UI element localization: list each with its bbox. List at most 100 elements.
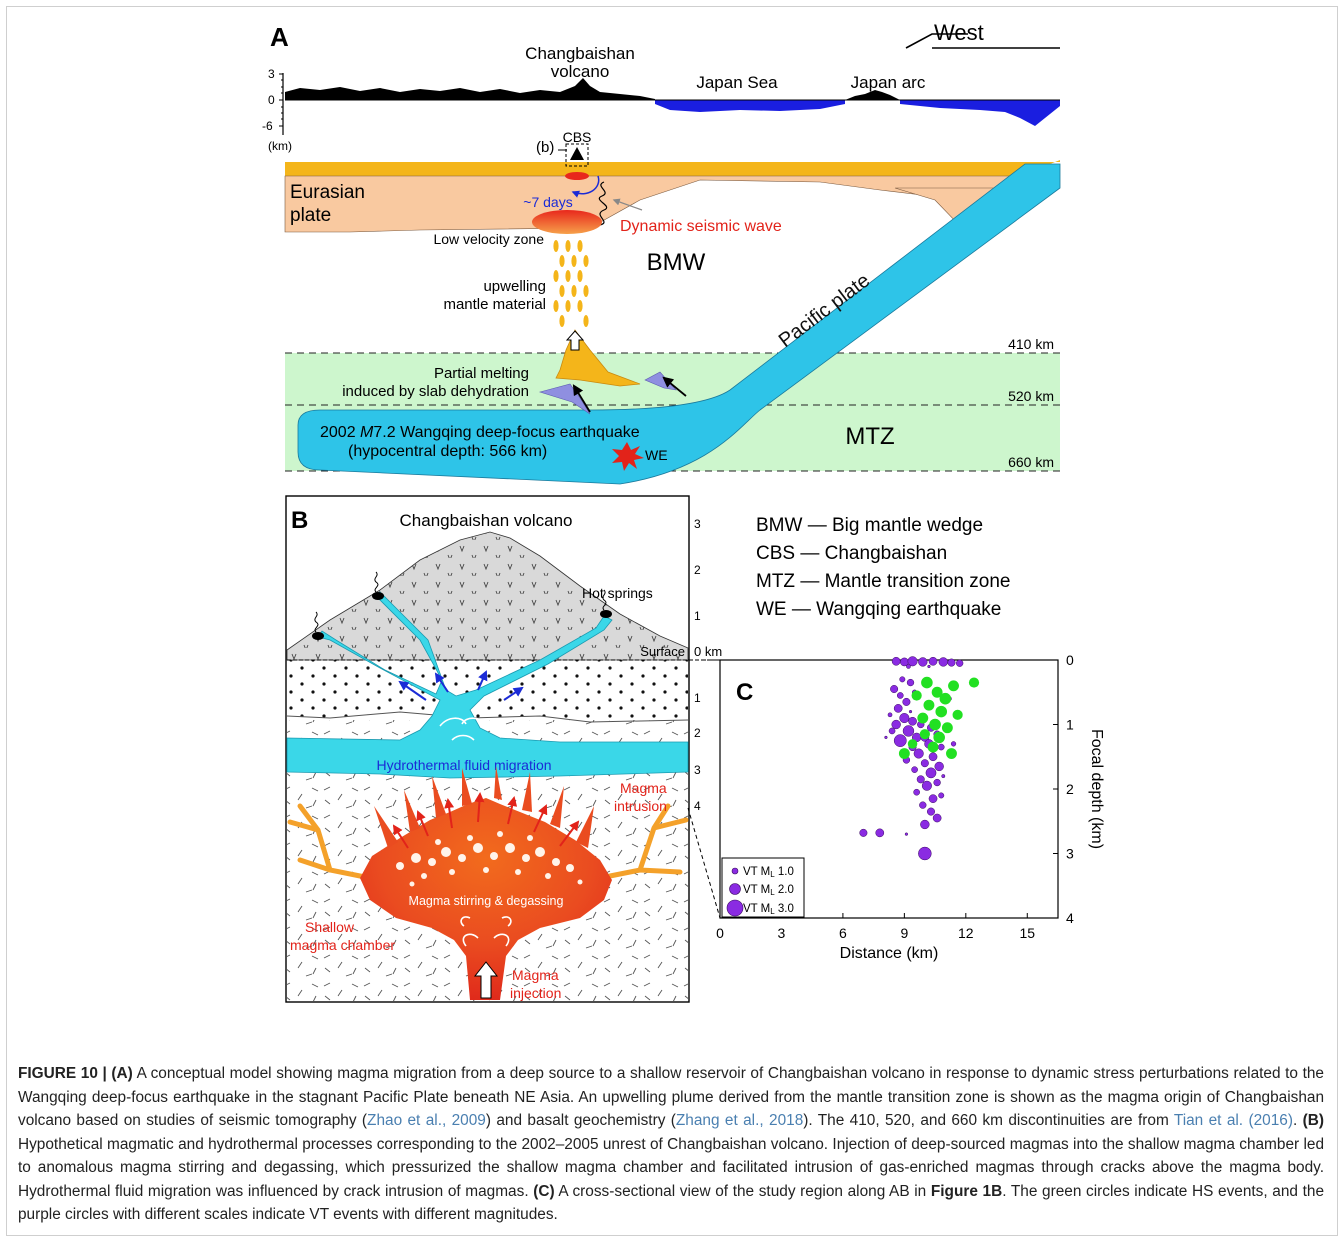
vt-event-point xyxy=(899,713,910,724)
figure-caption: FIGURE 10 | (A) A conceptual model showi… xyxy=(18,1062,1324,1227)
hs-event-point xyxy=(931,686,943,698)
caption-text-3: ). The 410, 520, and 660 km discontinuit… xyxy=(803,1112,1174,1129)
x-tick-label: 6 xyxy=(839,925,847,941)
dehydration-blob-1 xyxy=(538,383,591,415)
vt-event-point xyxy=(933,778,941,787)
vt-event-point xyxy=(950,741,957,747)
vt-event-point xyxy=(893,734,907,747)
vt-event-point xyxy=(956,659,964,667)
depth-axis-b: 3 2 1 1 2 3 4 xyxy=(694,517,701,813)
x-axis-title: Distance (km) xyxy=(840,945,939,962)
hs-event-point xyxy=(919,729,930,740)
dynamic-wave-label: Dynamic seismic wave xyxy=(620,218,782,235)
legend-vt1-marker xyxy=(731,867,739,875)
vt-event-point xyxy=(928,656,938,666)
x-tick-label: 9 xyxy=(900,925,908,941)
pacific-slab xyxy=(297,163,1061,485)
vt-event-point xyxy=(906,664,911,669)
caption-text-4: . xyxy=(1292,1112,1303,1129)
zoom-line-bottom xyxy=(687,807,721,919)
svg-text:2: 2 xyxy=(694,563,701,577)
surface-label: Surface xyxy=(640,644,685,659)
vt-event-point xyxy=(920,759,929,768)
gas-bubbles xyxy=(396,831,583,887)
land-topography xyxy=(285,78,655,100)
y-tick-label: 2 xyxy=(1066,781,1074,797)
low-velocity-zone xyxy=(532,210,602,234)
west-arrow-indicator xyxy=(905,33,1060,49)
vt-event-point xyxy=(916,775,925,784)
fluid-arrow-4 xyxy=(503,686,524,701)
vt-event-point xyxy=(921,780,932,791)
svg-text:1: 1 xyxy=(694,609,701,623)
magma-spikes xyxy=(374,766,594,848)
vt-event-point xyxy=(932,813,942,823)
topo-tick-0: 0 xyxy=(268,93,275,107)
ref-zhang-link[interactable]: Zhang et al., 2018 xyxy=(675,1112,804,1129)
stirring-swirl xyxy=(460,916,512,927)
days-label: ~7 days xyxy=(523,194,572,210)
hs-event-point xyxy=(929,718,941,731)
vt-event-point xyxy=(927,664,931,669)
vt-event-point xyxy=(913,748,924,759)
x-tick-label: 0 xyxy=(716,925,724,941)
caption-text-5: Hypothetical magmatic and hydrothermal p… xyxy=(18,1135,1324,1200)
legend-vt3-label: VT ML 3.0 xyxy=(743,903,794,916)
sea-bathymetry xyxy=(655,100,1060,126)
vt-event-point xyxy=(875,828,885,838)
hs-event-point xyxy=(948,680,959,692)
vt-event-point xyxy=(902,697,911,706)
d520-label: 520 km xyxy=(1008,388,1054,404)
we-label: WE xyxy=(645,447,668,463)
vt-event-point xyxy=(947,658,956,667)
hydrothermal-label: Hydrothermal fluid migration xyxy=(376,757,551,773)
japan-arc-label: Japan arc xyxy=(851,73,926,92)
hot-springs-label: Hot springs xyxy=(582,585,653,601)
hydrothermal-layer xyxy=(286,591,689,779)
vt-event-point xyxy=(908,709,913,714)
cbs-box xyxy=(565,143,589,167)
panel-a-label: A xyxy=(270,22,289,52)
legend-bmw: BMW — Big mantle wedge xyxy=(756,515,983,536)
cbs-triangle xyxy=(570,147,584,160)
vt-event-point xyxy=(925,767,937,779)
zero-km-label: 0 km xyxy=(694,644,722,659)
fluid-arrow-1 xyxy=(398,680,427,701)
vt-event-point xyxy=(902,725,915,737)
y-tick-label: 4 xyxy=(1066,910,1074,926)
injection-arrow xyxy=(473,961,499,999)
svg-text:3: 3 xyxy=(694,517,701,531)
caption-label: FIGURE 10 | xyxy=(18,1065,112,1082)
y-tick-label: 0 xyxy=(1066,652,1074,668)
quake-label: 2002 M7.2 Wangqing deep-focus earthquake xyxy=(320,424,640,441)
x-tick-label: 15 xyxy=(1019,925,1035,941)
west-label: West xyxy=(934,20,984,45)
caption-c: (C) xyxy=(533,1182,555,1200)
x-tick-label: 3 xyxy=(778,925,786,941)
vt-event-point xyxy=(938,657,948,667)
hs-event-point xyxy=(968,677,980,688)
vt-event-point xyxy=(938,792,945,799)
figure-canvas: A West 3 0 -6 (km) Changbaishan volcano … xyxy=(262,20,1105,1003)
arc-topography xyxy=(845,90,900,100)
topography-scale: 3 0 -6 (km) xyxy=(262,67,292,153)
vt-event-point xyxy=(888,727,896,735)
hs-event-point xyxy=(907,739,918,749)
volcano-cone-pattern xyxy=(286,531,689,661)
ref-zhao-link[interactable]: Zhao et al., 2009 xyxy=(367,1112,486,1129)
low-velocity-label: Low velocity zone xyxy=(433,231,544,247)
figure-1b-link[interactable]: Figure 1B xyxy=(930,1182,1003,1200)
hs-event-point xyxy=(939,692,952,705)
upwelling-label-2: mantle material xyxy=(443,296,546,313)
hs-event-point xyxy=(911,690,922,701)
ref-tian-link[interactable]: Tian et al. (2016) xyxy=(1173,1112,1293,1129)
seismic-pointer xyxy=(612,198,643,211)
hs-event-point xyxy=(952,709,963,720)
fluid-swirl xyxy=(439,717,489,741)
legend-vt2-label: VT ML 2.0 xyxy=(743,884,794,897)
fluid-arrow-3 xyxy=(477,670,488,691)
hs-event-point xyxy=(935,705,948,718)
magma-chamber xyxy=(360,798,612,1000)
d410-label: 410 km xyxy=(1008,336,1054,352)
upwelling-arrow xyxy=(565,330,585,351)
